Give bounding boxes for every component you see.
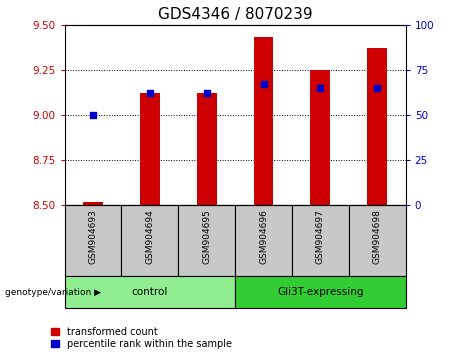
Text: GSM904693: GSM904693 <box>89 209 97 264</box>
Bar <box>292 205 349 276</box>
Text: Gli3T-expressing: Gli3T-expressing <box>277 287 364 297</box>
Text: GSM904695: GSM904695 <box>202 209 211 264</box>
Legend: transformed count, percentile rank within the sample: transformed count, percentile rank withi… <box>51 327 231 349</box>
Bar <box>254 38 273 205</box>
Bar <box>83 202 103 205</box>
Text: GSM904694: GSM904694 <box>145 209 154 264</box>
Text: GSM904698: GSM904698 <box>373 209 382 264</box>
Bar <box>367 48 387 205</box>
Bar <box>65 276 235 308</box>
Bar <box>197 93 217 205</box>
Text: genotype/variation ▶: genotype/variation ▶ <box>5 287 100 297</box>
Bar <box>178 205 235 276</box>
Text: GSM904697: GSM904697 <box>316 209 325 264</box>
Bar <box>235 276 406 308</box>
Title: GDS4346 / 8070239: GDS4346 / 8070239 <box>158 7 313 22</box>
Bar <box>310 70 331 205</box>
Point <box>203 91 210 96</box>
Bar <box>235 205 292 276</box>
Point <box>373 85 381 91</box>
Bar <box>65 205 121 276</box>
Bar <box>121 205 178 276</box>
Point <box>146 91 154 96</box>
Text: control: control <box>132 287 168 297</box>
Bar <box>140 93 160 205</box>
Point <box>89 112 97 118</box>
Point <box>317 85 324 91</box>
Point <box>260 81 267 87</box>
Bar <box>349 205 406 276</box>
Text: GSM904696: GSM904696 <box>259 209 268 264</box>
